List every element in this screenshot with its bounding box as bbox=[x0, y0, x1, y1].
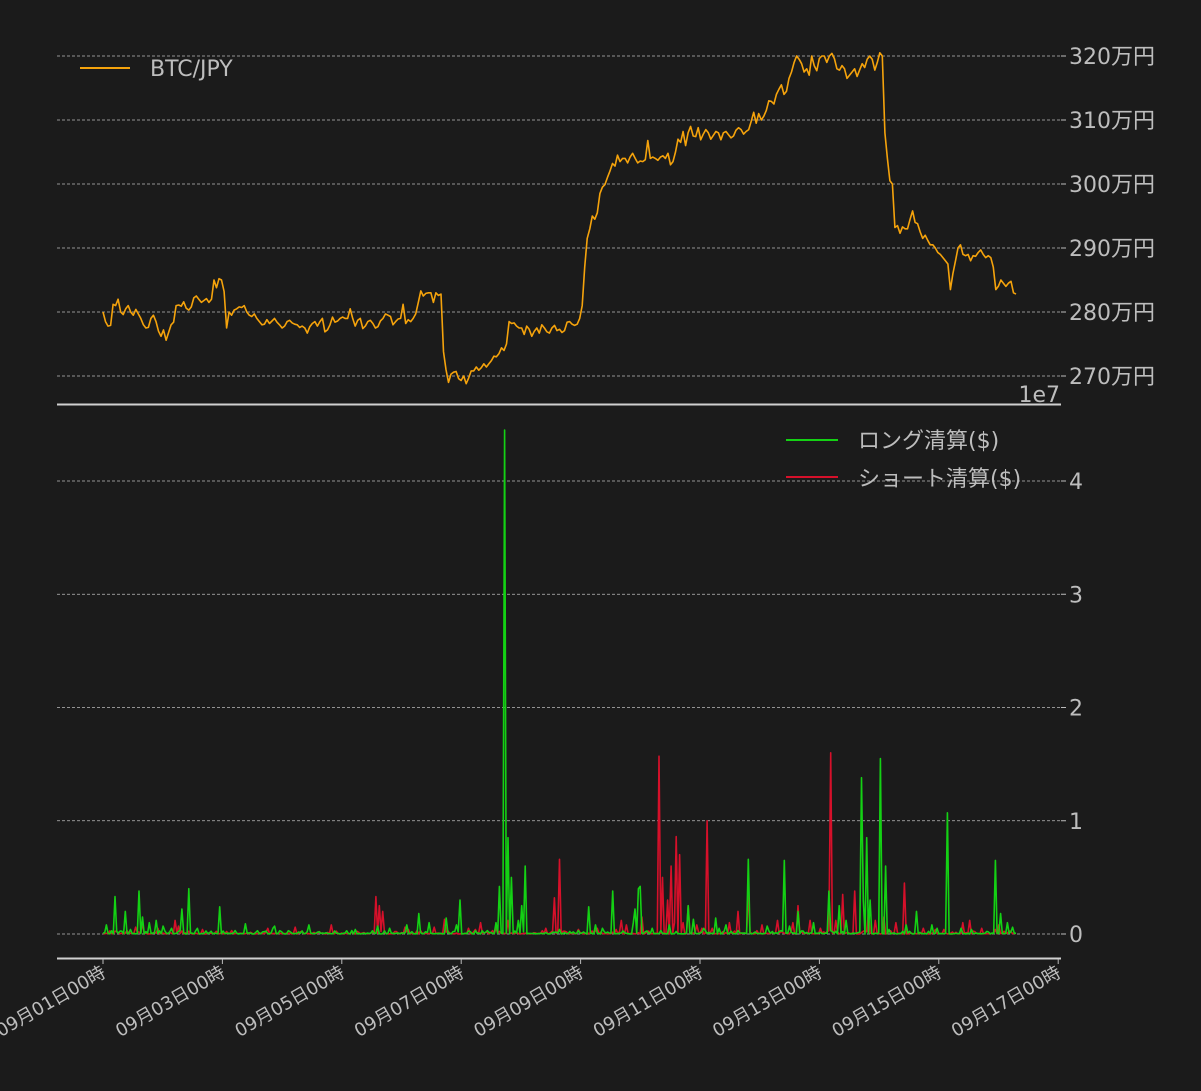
liquidation-y-tick-label: 3 bbox=[1069, 583, 1083, 608]
price-panel: 270万円 280万円 290万円 300万円 310万円 320万円 BTC/JPY bbox=[57, 45, 1155, 406]
long-liquidation-line bbox=[102, 429, 1017, 935]
btc-jpy-line bbox=[102, 52, 1017, 385]
x-tick-label: 09月11日00時 bbox=[590, 962, 707, 1042]
x-tick-label: 09月07日00時 bbox=[351, 962, 468, 1042]
price-y-axis: 270万円 280万円 290万円 300万円 310万円 320万円 bbox=[1061, 45, 1155, 390]
legend-label-short: ショート清算($) bbox=[858, 467, 1021, 492]
x-tick-label: 09月09日00時 bbox=[470, 962, 587, 1042]
liquidation-y-tick-label: 1 bbox=[1069, 810, 1083, 835]
x-tick-label: 09月17日00時 bbox=[948, 962, 1065, 1042]
liquidation-offset-text: 1e7 bbox=[1018, 383, 1060, 408]
liquidation-y-tick-label: 2 bbox=[1069, 697, 1083, 722]
time-x-axis: 09月01日00時 09月03日00時 09月05日00時 09月07日00時 09月0… bbox=[0, 959, 1065, 1042]
x-tick-label: 09月01日00時 bbox=[0, 962, 110, 1042]
legend-label-btc-jpy: BTC/JPY bbox=[150, 57, 233, 82]
price-y-tick-label: 310万円 bbox=[1069, 109, 1155, 134]
price-y-tick-label: 280万円 bbox=[1069, 301, 1155, 326]
price-y-tick-label: 290万円 bbox=[1069, 237, 1155, 262]
liquidation-y-tick-label: 4 bbox=[1069, 470, 1083, 495]
x-tick-label: 09月13日00時 bbox=[709, 962, 826, 1042]
price-y-tick-label: 270万円 bbox=[1069, 365, 1155, 390]
liquidation-gridlines bbox=[57, 480, 1061, 935]
x-tick-label: 09月15日00時 bbox=[829, 962, 946, 1042]
price-legend: BTC/JPY bbox=[80, 57, 233, 82]
x-tick-label: 09月03日00時 bbox=[112, 962, 229, 1042]
price-gridlines bbox=[57, 55, 1061, 377]
liquidation-y-axis: 0 1 2 3 4 bbox=[1061, 470, 1083, 948]
legend-label-long: ロング清算($) bbox=[858, 429, 999, 454]
liquidation-y-tick-label: 0 bbox=[1069, 923, 1083, 948]
price-y-tick-label: 300万円 bbox=[1069, 173, 1155, 198]
liquidation-legend: ロング清算($) ショート清算($) bbox=[786, 429, 1021, 492]
x-tick-label: 09月05日00時 bbox=[232, 962, 349, 1042]
price-y-tick-label: 320万円 bbox=[1069, 45, 1155, 70]
